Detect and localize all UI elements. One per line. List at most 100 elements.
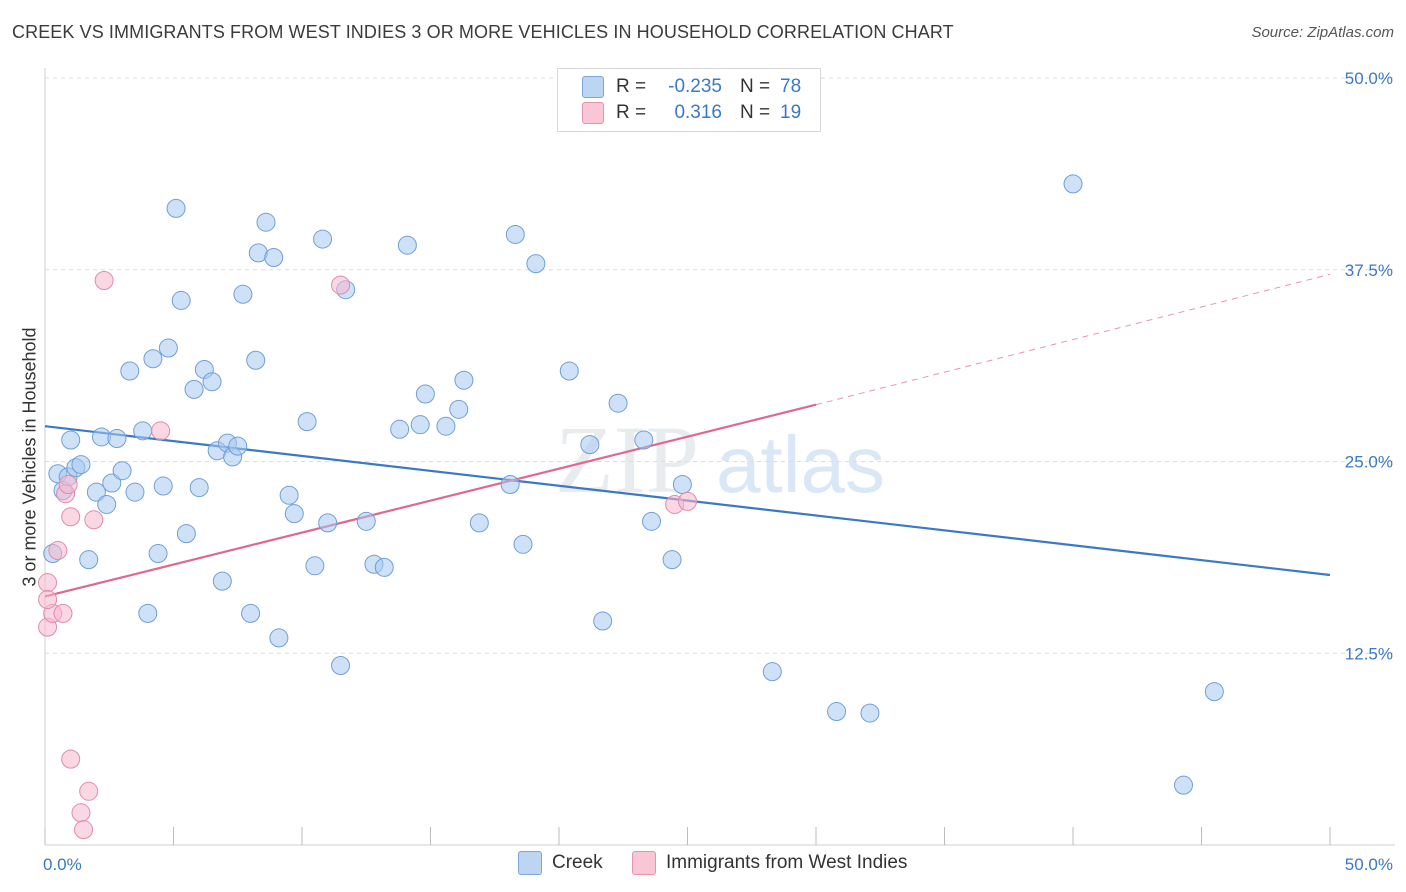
creek-point xyxy=(189,478,209,498)
creek-point xyxy=(125,482,145,502)
creek-point xyxy=(454,370,474,390)
creek-point xyxy=(228,436,248,456)
creek-point xyxy=(500,475,520,495)
n-label: N = xyxy=(740,102,771,123)
creek-point xyxy=(1174,775,1194,795)
creek-point xyxy=(1063,174,1083,194)
creek-point xyxy=(133,421,153,441)
creek-points xyxy=(43,174,1224,795)
creek-point xyxy=(642,511,662,531)
creek-point xyxy=(102,473,122,493)
creek-point xyxy=(246,350,266,370)
creek-point xyxy=(279,485,299,505)
creek-point xyxy=(374,557,394,577)
legend-row-west-indies: R = 0.316 N = 19 xyxy=(582,101,801,125)
x-tick-label: 50.0% xyxy=(1345,855,1393,874)
y-tick-label: 50.0% xyxy=(1345,69,1393,88)
creek-point xyxy=(97,494,117,514)
watermark-atlas: atlas xyxy=(716,420,885,509)
creek-point xyxy=(356,511,376,531)
west-indies-point xyxy=(61,507,81,527)
creek-point xyxy=(318,513,338,533)
creek-swatch xyxy=(582,76,604,98)
creek-point xyxy=(241,603,261,623)
creek-point xyxy=(436,416,456,436)
y-axis-label: 3 or more Vehicles in Household xyxy=(19,327,40,587)
creek-point xyxy=(184,379,204,399)
creek-point xyxy=(71,455,91,475)
creek-point xyxy=(202,372,222,392)
west-indies-point xyxy=(58,475,78,495)
creek-point xyxy=(827,702,847,722)
creek-point xyxy=(634,430,654,450)
creek-point xyxy=(415,384,435,404)
y-tick-label: 37.5% xyxy=(1345,261,1393,280)
west-indies-point xyxy=(38,573,58,593)
west-indies-point xyxy=(74,820,94,840)
creek-point xyxy=(120,361,140,381)
creek-point xyxy=(513,534,533,554)
source-credit: Source: ZipAtlas.com xyxy=(1251,24,1394,41)
creek-point xyxy=(1204,682,1224,702)
creek-point xyxy=(526,254,546,274)
creek-r-value: -0.235 xyxy=(668,76,722,97)
creek-point xyxy=(107,428,127,448)
west-indies-point xyxy=(678,491,697,511)
creek-point xyxy=(410,415,430,435)
west-indies-swatch xyxy=(632,851,656,875)
creek-swatch xyxy=(518,851,542,875)
creek-point xyxy=(331,656,351,676)
y-tick-label: 25.0% xyxy=(1345,453,1393,472)
west-indies-swatch xyxy=(582,102,604,124)
creek-point xyxy=(860,703,880,723)
creek-point xyxy=(112,461,132,481)
creek-point xyxy=(86,482,106,502)
creek-point xyxy=(264,247,284,267)
creek-point xyxy=(593,611,613,631)
creek-point xyxy=(390,419,410,439)
creek-point xyxy=(284,504,304,524)
legend-label-west-indies: Immigrants from West Indies xyxy=(666,852,908,873)
creek-point xyxy=(256,212,276,232)
west-indies-point xyxy=(71,803,91,823)
west-indies-point xyxy=(48,540,68,560)
legend-item-west-indies: Immigrants from West Indies xyxy=(632,851,907,875)
tick-labels: 12.5% 25.0% 37.5% 50.0% 0.0% 50.0% xyxy=(43,69,1393,874)
west-indies-point xyxy=(84,510,104,530)
zipatlas-watermark: ZIP atlas xyxy=(555,406,885,513)
creek-point xyxy=(269,628,289,648)
creek-point xyxy=(143,349,163,369)
creek-point xyxy=(608,393,628,413)
creek-point xyxy=(158,338,178,358)
axes xyxy=(44,68,1395,846)
west-indies-point xyxy=(79,781,99,801)
creek-point xyxy=(305,556,325,576)
r-label: R = xyxy=(616,76,647,97)
west-indies-trend-line xyxy=(44,403,817,598)
creek-point xyxy=(469,513,489,533)
west-indies-point xyxy=(94,270,114,290)
west-indies-point xyxy=(331,275,351,295)
creek-point xyxy=(672,475,692,495)
creek-point xyxy=(153,476,173,496)
series-legend: Creek Immigrants from West Indies xyxy=(0,851,1406,879)
west-indies-n-value: 19 xyxy=(780,102,802,123)
creek-point xyxy=(61,430,81,450)
west-indies-point xyxy=(61,749,81,769)
chart-title: CREEK VS IMMIGRANTS FROM WEST INDIES 3 O… xyxy=(12,22,954,42)
y-tick-label: 12.5% xyxy=(1345,644,1393,663)
creek-point xyxy=(166,198,186,218)
creek-point xyxy=(505,224,525,244)
west-indies-point xyxy=(38,590,58,610)
creek-point xyxy=(297,412,317,432)
legend-row-creek: R = -0.235 N = 78 xyxy=(582,75,801,99)
creek-point xyxy=(397,235,417,255)
creek-point xyxy=(171,290,191,310)
stats-legend: R = -0.235 N = 78 R = 0.316 N = 19 xyxy=(557,68,821,132)
west-indies-trend-extension xyxy=(815,273,1331,406)
creek-point xyxy=(176,524,196,544)
creek-point xyxy=(79,550,99,570)
creek-point xyxy=(559,361,579,381)
creek-point xyxy=(662,550,682,570)
x-tick-label: 0.0% xyxy=(43,855,82,874)
